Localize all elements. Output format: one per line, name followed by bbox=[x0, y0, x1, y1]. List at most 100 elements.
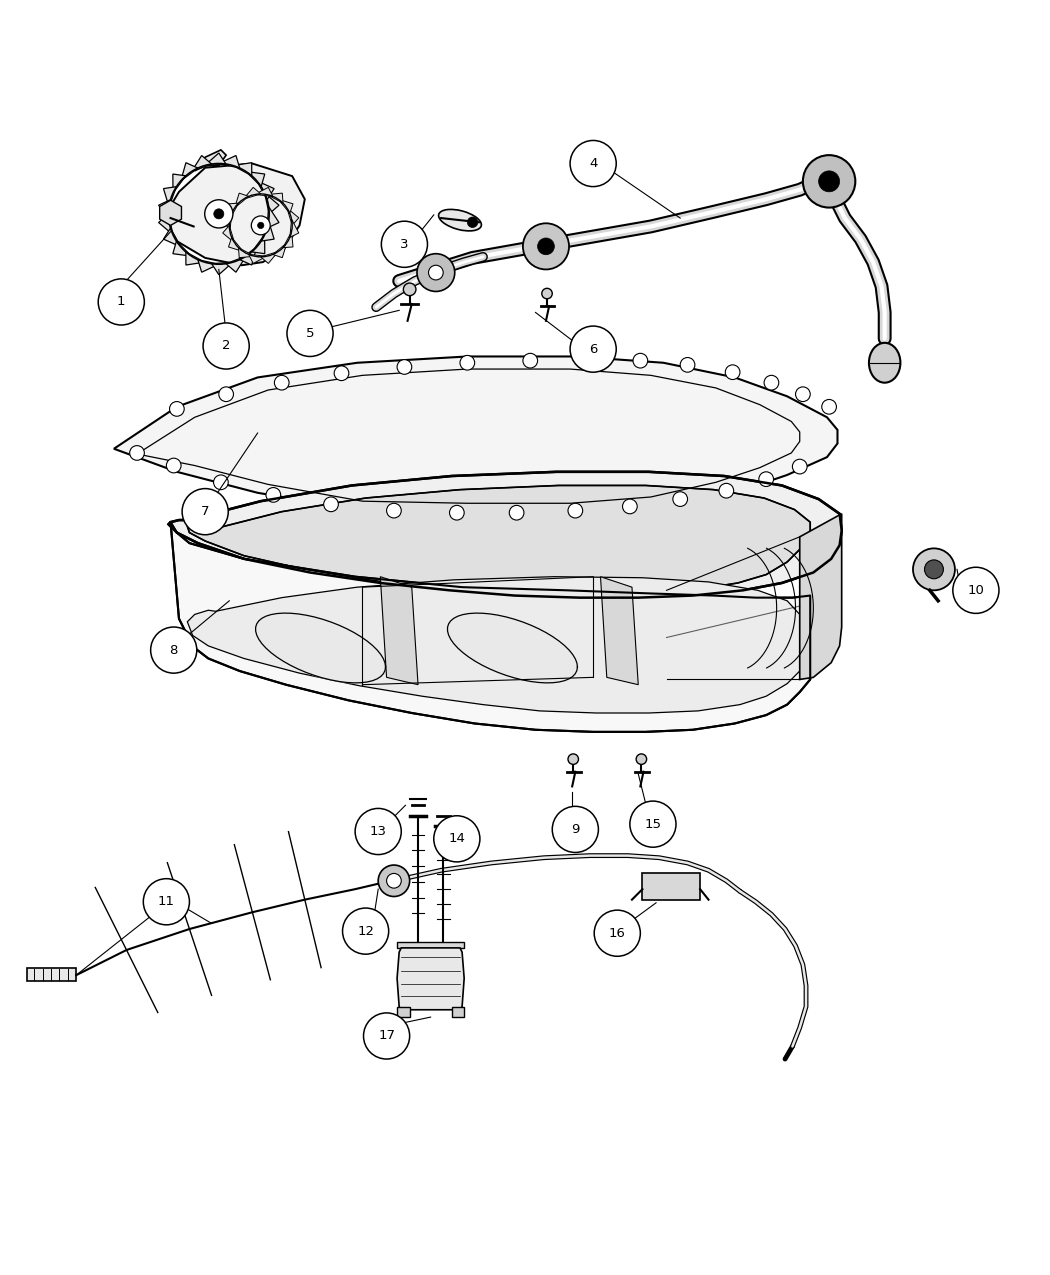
Polygon shape bbox=[447, 613, 578, 683]
Polygon shape bbox=[168, 472, 842, 598]
Polygon shape bbox=[244, 187, 260, 199]
Circle shape bbox=[822, 399, 837, 414]
Circle shape bbox=[386, 873, 401, 889]
Circle shape bbox=[803, 156, 856, 208]
Circle shape bbox=[363, 1012, 410, 1060]
Polygon shape bbox=[223, 213, 232, 232]
Circle shape bbox=[726, 365, 740, 380]
Ellipse shape bbox=[869, 343, 901, 382]
Circle shape bbox=[169, 402, 184, 416]
Polygon shape bbox=[278, 199, 293, 213]
Polygon shape bbox=[265, 193, 279, 214]
Polygon shape bbox=[186, 252, 205, 265]
Polygon shape bbox=[260, 251, 278, 264]
Circle shape bbox=[680, 357, 695, 372]
Circle shape bbox=[759, 472, 774, 487]
Polygon shape bbox=[27, 968, 77, 982]
Polygon shape bbox=[218, 156, 239, 168]
Circle shape bbox=[334, 366, 349, 381]
Circle shape bbox=[355, 808, 401, 854]
Circle shape bbox=[166, 458, 181, 473]
Circle shape bbox=[719, 483, 734, 499]
Polygon shape bbox=[800, 514, 842, 680]
Circle shape bbox=[274, 375, 289, 390]
Circle shape bbox=[538, 238, 554, 255]
Polygon shape bbox=[229, 203, 238, 219]
Circle shape bbox=[381, 221, 427, 268]
Circle shape bbox=[673, 492, 688, 506]
Polygon shape bbox=[267, 207, 279, 228]
Polygon shape bbox=[252, 235, 265, 254]
Circle shape bbox=[581, 352, 595, 367]
Circle shape bbox=[251, 215, 270, 235]
Polygon shape bbox=[246, 172, 265, 186]
Circle shape bbox=[467, 217, 478, 227]
Text: 12: 12 bbox=[357, 924, 374, 937]
Polygon shape bbox=[254, 187, 273, 196]
Polygon shape bbox=[239, 247, 257, 265]
Circle shape bbox=[523, 353, 538, 368]
Polygon shape bbox=[255, 613, 385, 683]
Polygon shape bbox=[261, 221, 274, 241]
Circle shape bbox=[594, 910, 640, 956]
Text: 8: 8 bbox=[169, 644, 177, 657]
Circle shape bbox=[129, 445, 144, 460]
Circle shape bbox=[509, 505, 524, 520]
Polygon shape bbox=[159, 200, 170, 221]
Circle shape bbox=[386, 504, 401, 518]
Polygon shape bbox=[273, 242, 287, 258]
Polygon shape bbox=[197, 260, 218, 273]
Circle shape bbox=[552, 806, 598, 853]
Circle shape bbox=[397, 360, 412, 375]
Polygon shape bbox=[181, 163, 197, 181]
Polygon shape bbox=[187, 486, 811, 595]
Text: 5: 5 bbox=[306, 326, 314, 340]
Polygon shape bbox=[223, 226, 234, 242]
Polygon shape bbox=[397, 947, 464, 1010]
Circle shape bbox=[568, 754, 579, 765]
Circle shape bbox=[213, 476, 228, 490]
Circle shape bbox=[570, 326, 616, 372]
Polygon shape bbox=[164, 228, 181, 247]
Circle shape bbox=[460, 356, 475, 370]
Circle shape bbox=[633, 353, 648, 368]
Polygon shape bbox=[287, 208, 299, 226]
Circle shape bbox=[434, 816, 480, 862]
Circle shape bbox=[218, 386, 233, 402]
Text: 14: 14 bbox=[448, 833, 465, 845]
Circle shape bbox=[914, 548, 954, 590]
Polygon shape bbox=[229, 237, 244, 251]
Polygon shape bbox=[233, 163, 252, 176]
Text: 6: 6 bbox=[589, 343, 597, 356]
Circle shape bbox=[924, 560, 943, 579]
Circle shape bbox=[323, 497, 338, 511]
Text: 15: 15 bbox=[645, 817, 662, 830]
Polygon shape bbox=[173, 241, 191, 256]
Polygon shape bbox=[397, 942, 464, 947]
Circle shape bbox=[403, 283, 416, 296]
Polygon shape bbox=[159, 214, 173, 235]
Circle shape bbox=[630, 801, 676, 847]
Circle shape bbox=[623, 499, 637, 514]
Polygon shape bbox=[601, 576, 638, 685]
Circle shape bbox=[150, 627, 196, 673]
Polygon shape bbox=[257, 181, 274, 200]
Polygon shape bbox=[397, 1006, 410, 1017]
Polygon shape bbox=[290, 219, 299, 237]
Text: 17: 17 bbox=[378, 1029, 395, 1043]
Circle shape bbox=[99, 279, 144, 325]
Circle shape bbox=[214, 209, 224, 219]
Circle shape bbox=[287, 310, 333, 357]
Polygon shape bbox=[212, 263, 233, 274]
Circle shape bbox=[257, 222, 264, 228]
Text: 7: 7 bbox=[201, 505, 209, 518]
Circle shape bbox=[205, 200, 233, 228]
Text: 3: 3 bbox=[400, 237, 408, 251]
Text: 13: 13 bbox=[370, 825, 386, 838]
Polygon shape bbox=[194, 150, 226, 171]
Circle shape bbox=[342, 908, 388, 954]
Text: 2: 2 bbox=[222, 339, 230, 352]
Circle shape bbox=[568, 504, 583, 518]
Circle shape bbox=[266, 487, 280, 502]
Text: 9: 9 bbox=[571, 822, 580, 836]
